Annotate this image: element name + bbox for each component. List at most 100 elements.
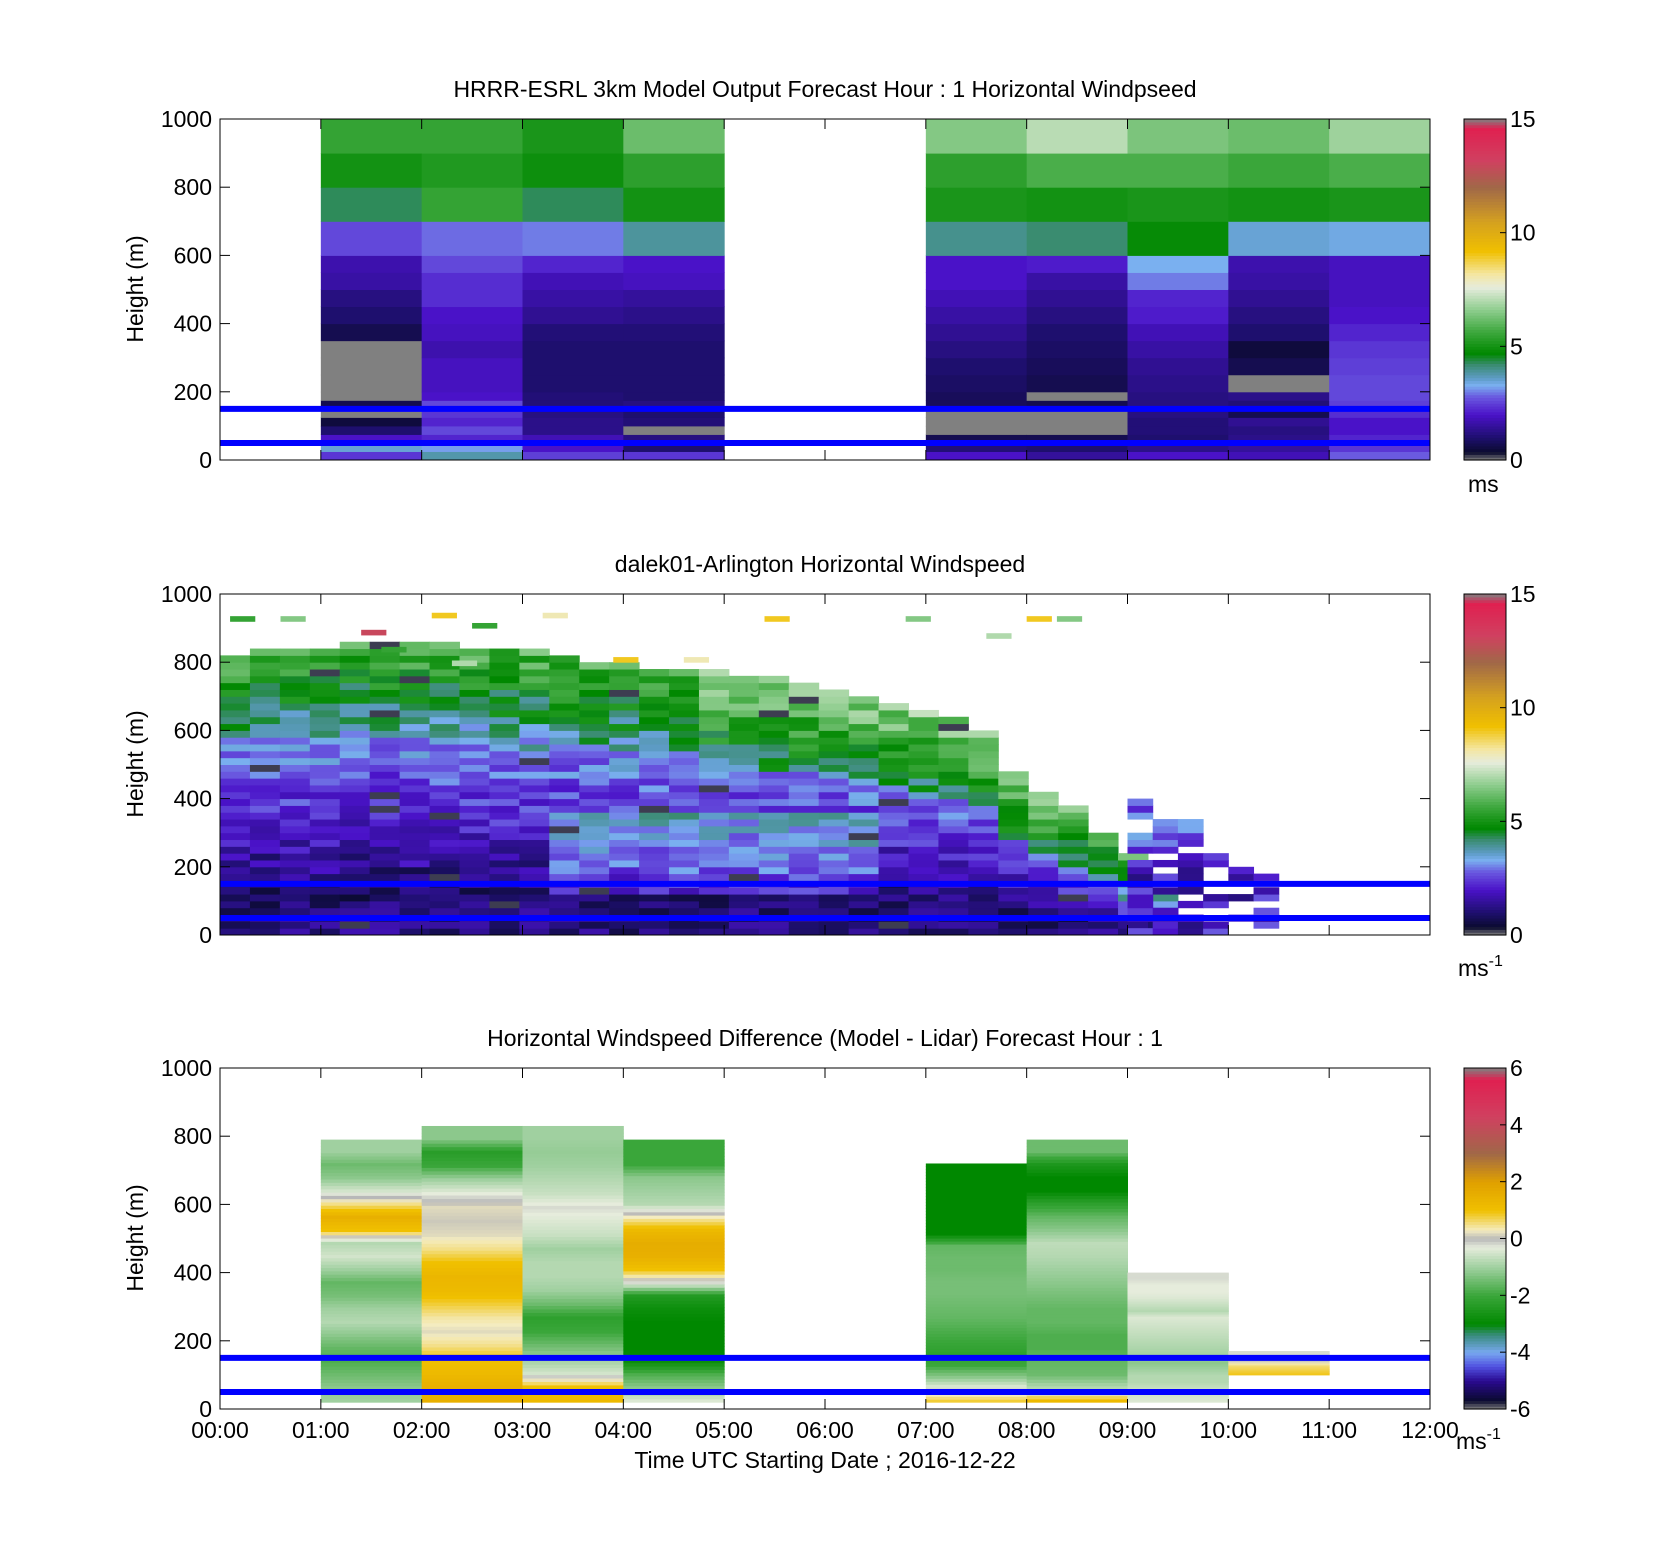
colorbar-swatch [1464,1147,1506,1152]
colorbar-swatch [1464,261,1506,265]
heatmap-cell [623,1316,725,1321]
colorbar-swatch [1464,141,1506,146]
heatmap-cell [421,1346,523,1351]
heatmap-cell [421,1367,523,1372]
heatmap-cell [489,928,520,935]
heatmap-cell [399,859,431,868]
heatmap-cell [369,900,401,909]
heatmap-cell [925,1169,1028,1173]
heatmap-cell [399,907,431,916]
heatmap-cell [320,1395,423,1400]
colorbar-swatch [1464,1369,1506,1373]
heatmap-cell [522,1378,624,1382]
panel-model-colorbar-units: ms [1468,471,1499,497]
heatmap-cell [878,791,910,800]
heatmap-cell [522,1212,624,1217]
colorbar-swatch [1464,1247,1506,1251]
heatmap-cell [421,1315,523,1320]
heatmap-cell [1152,873,1179,881]
heatmap-cell [1127,1400,1229,1403]
heatmap-cell [249,805,281,813]
heatmap-cell [848,764,880,772]
colorbar-swatch [1464,153,1506,157]
colorbar-swatch [1464,457,1506,461]
heatmap-cell [1026,400,1128,410]
heatmap-cell [320,1192,423,1196]
heatmap-cell [1088,839,1119,847]
heatmap-cell [623,1349,725,1354]
colorbar-swatch [1464,1079,1506,1083]
heatmap-cell [1026,374,1128,393]
colorbar-swatch [1464,209,1506,214]
heatmap-cell [728,764,760,772]
heatmap-cell [698,689,730,697]
heatmap-cell [669,737,700,745]
heatmap-cell [1026,1178,1128,1183]
heatmap-cell [848,696,880,704]
colorbar-swatch [1464,286,1506,291]
heatmap-cell [309,744,341,752]
heatmap-cell [429,784,460,793]
heatmap-cell [421,1153,523,1158]
colorbar-swatch [1464,1249,1506,1254]
heatmap-cell [421,1371,523,1376]
heatmap-cell [1026,1185,1128,1190]
heatmap-cell [925,1360,1028,1364]
heatmap-cell [878,744,910,752]
colorbar-swatch [1464,1141,1506,1146]
heatmap-cell [489,832,520,841]
colorbar-swatch [1464,821,1506,825]
heatmap-cell [459,716,490,725]
heatmap-cell [549,757,580,765]
heatmap-cell [522,1132,624,1137]
colorbar-swatch [1464,824,1506,828]
heatmap-cell [489,744,520,752]
heatmap-cell [320,357,423,376]
heatmap-cell [309,669,341,677]
heatmap-cell [399,757,431,765]
heatmap-cell [369,675,401,684]
heatmap-cell [1026,1366,1128,1370]
heatmap-cell [669,709,700,718]
heatmap-cell [220,907,251,916]
heatmap-cell [848,900,880,909]
heatmap-cell [320,1247,423,1252]
heatmap-cell [1088,846,1119,854]
heatmap-cell [489,907,520,916]
heatmap-cell [220,791,251,800]
colorbar-swatch [1464,1164,1506,1169]
heatmap-cell [279,682,311,690]
heatmap-cell [249,791,281,800]
heatmap-cell [758,894,790,902]
heatmap-cell [698,778,730,786]
xtick-label: 10:00 [1200,1417,1258,1443]
heatmap-cell [399,887,431,895]
heatmap-cell [623,1178,725,1183]
heatmap-cell [639,682,670,690]
heatmap-cell [549,805,580,813]
colorbar-swatch [1464,380,1506,384]
heatmap-cell [925,1369,1028,1373]
heatmap-cell [421,1350,523,1355]
heatmap-cell [421,442,523,452]
colorbar-swatch [1464,701,1506,706]
heatmap-cell [698,798,730,806]
heatmap-cell [925,1321,1028,1326]
heatmap-cell [758,921,790,929]
heatmap-cell [925,1181,1028,1185]
heatmap-cell [549,900,580,909]
colorbar-swatch [1464,861,1506,865]
heatmap-cell [639,703,670,711]
heatmap-cell [698,921,730,929]
heatmap-cell [728,784,760,793]
heatmap-cell [522,1174,624,1179]
colorbar-swatch [1464,920,1506,925]
heatmap-cell [522,1264,624,1269]
colorbar-swatch [1464,1244,1506,1248]
heatmap-cell [279,750,311,759]
heatmap-cell [925,357,1028,376]
heatmap-cell [728,819,760,827]
heatmap-cell [878,812,910,820]
heatmap-cell [279,662,311,670]
heatmap-cell [728,730,760,738]
